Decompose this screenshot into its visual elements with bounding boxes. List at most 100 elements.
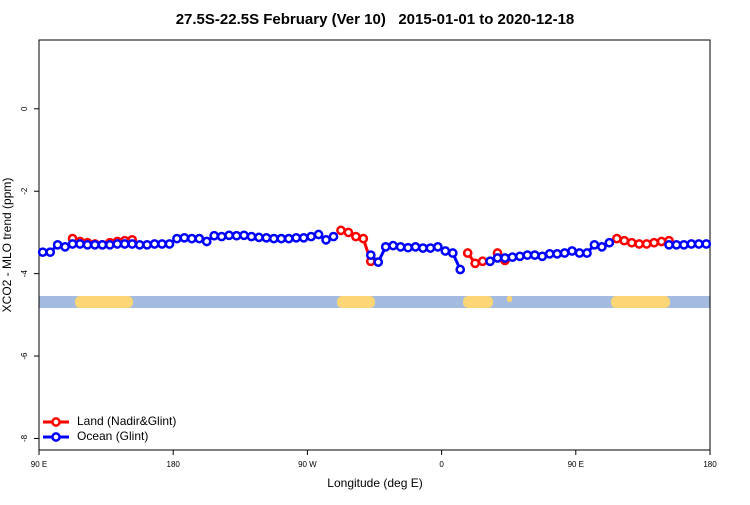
data-point [194,233,205,244]
y-tick-label: -6 [20,352,29,360]
data-point [276,233,287,244]
data-point [254,232,264,243]
data-point [97,239,108,250]
data-point [45,247,56,258]
data-point [82,239,93,250]
data-point [157,239,167,249]
data-point [164,239,175,249]
data-point [336,225,346,236]
data-point [597,242,607,252]
legend-marker [51,432,61,442]
data-point [269,233,279,244]
data-point [127,239,138,249]
data-point [172,233,182,244]
data-point [104,239,115,250]
data-point [306,231,316,242]
data-point [291,232,302,243]
data-point [261,232,272,243]
y-tick-label: -2 [20,187,29,195]
data-point [477,256,488,267]
data-point [328,231,339,242]
data-point [425,243,436,253]
data-point [686,239,697,249]
data-point [358,233,369,244]
data-point [656,236,667,247]
data-point [388,240,398,251]
data-point [403,242,413,253]
data-point [60,242,70,252]
data-point [52,239,63,250]
data-point [671,239,682,250]
data-point [537,251,548,262]
land-strip [463,296,493,308]
data-point [351,231,361,242]
data-point [552,249,563,259]
data-point [395,242,406,252]
data-point [634,239,645,249]
data-point [500,253,510,263]
data-point [283,233,294,244]
data-point [515,251,525,262]
data-point [365,250,376,260]
data-point [462,248,473,258]
data-point [186,233,197,244]
data-point [231,230,242,241]
data-point [313,229,324,240]
data-point [485,256,495,267]
data-point [112,239,123,249]
data-point [67,239,78,249]
data-point [321,234,331,245]
data-point [559,248,570,258]
data-point [455,264,466,275]
data-point [619,235,630,246]
y-tick-label: -8 [20,434,29,442]
data-point [544,249,555,259]
data-point [216,231,227,242]
data-point [507,252,518,263]
data-point [701,239,712,249]
x-tick-label: 0 [439,460,444,469]
data-point [447,248,458,258]
data-point [679,239,689,250]
data-point [693,239,704,249]
data-point [649,237,659,248]
data-point [664,239,674,250]
y-tick-label: 0 [20,106,29,111]
data-point [224,230,234,241]
data-point [239,230,249,241]
data-point [433,242,443,252]
data-point [246,231,257,242]
data-point [418,243,428,253]
data-point [149,239,160,249]
data-point [119,239,130,249]
data-point [410,242,421,252]
land-mask-strip [39,296,710,308]
data-point [440,246,451,256]
data-point [611,233,622,244]
data-point [75,239,85,249]
x-tick-label: 90 E [31,460,47,469]
legend-label: Ocean (Glint) [77,429,148,443]
data-point [179,232,190,243]
data-point [343,227,354,238]
legend-label: Land (Nadir&Glint) [77,414,176,428]
legend-marker [51,417,61,427]
x-tick-label: 90 E [568,460,584,469]
data-point [604,237,615,248]
land-strip [611,296,670,308]
land-strip [507,296,512,302]
x-axis-label: Longitude (deg E) [327,476,422,490]
y-tick-label: -4 [20,270,29,278]
data-point [298,232,309,243]
land-strip [337,296,375,308]
data-point [201,236,212,247]
data-point [567,246,577,256]
data-point [142,239,152,250]
data-point [574,248,585,258]
data-point [641,239,652,249]
x-tick-label: 180 [703,460,717,469]
x-tick-label: 180 [167,460,181,469]
data-point [529,250,540,260]
data-point [209,230,220,241]
